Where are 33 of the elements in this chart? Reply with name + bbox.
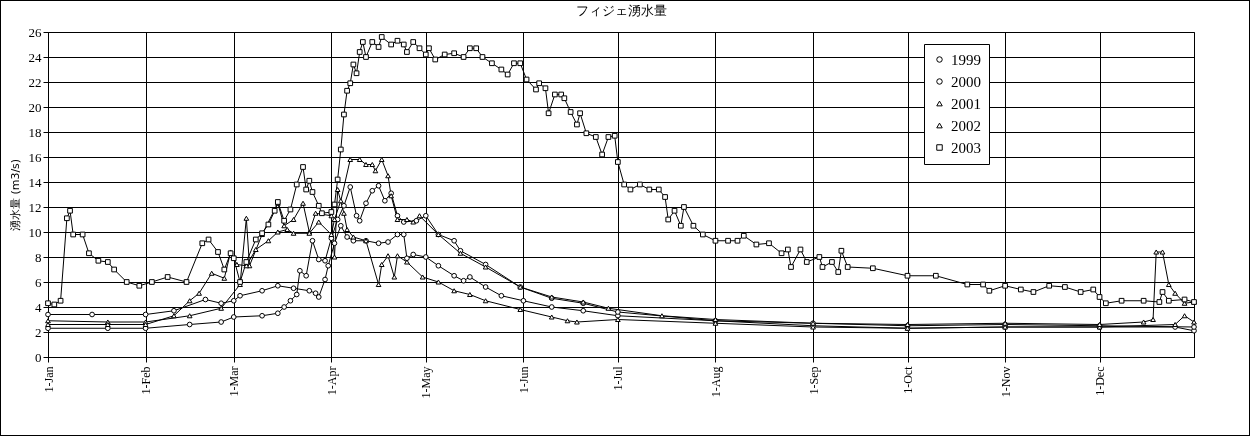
y-tick-label: 8 (35, 249, 42, 265)
x-tick-label: 1-Jun (516, 366, 531, 394)
legend-label: 1999 (951, 51, 981, 68)
y-tick-label: 20 (28, 99, 42, 115)
y-tick-label: 4 (35, 299, 42, 315)
x-tick-label: 1-May (419, 366, 434, 399)
y-tick-label: 24 (28, 49, 42, 65)
x-tick-label: 1-Nov (998, 366, 1013, 398)
x-tick-label: 1-Jan (41, 366, 56, 393)
y-tick-label: 12 (28, 199, 42, 215)
y-tick-label: 2 (35, 324, 42, 340)
x-tick-label: 1-Dec (1093, 366, 1108, 396)
y-tick-label: 14 (28, 174, 42, 190)
y-tick-label: 16 (28, 149, 42, 165)
x-tick-label: 1-Sep (806, 366, 821, 395)
y-axis-title: 湧水量 (m3/s) (8, 158, 22, 232)
y-tick-label: 0 (35, 349, 42, 365)
x-tick-label: 1-Mar (227, 366, 242, 397)
y-tick-label: 6 (35, 274, 42, 290)
y-tick-label: 26 (28, 24, 42, 40)
y-tick-label: 18 (28, 124, 42, 140)
chart-title: フィジェ湧水量 (575, 3, 667, 18)
x-tick-label: 1-Feb (139, 366, 154, 395)
y-tick-label: 10 (28, 224, 42, 240)
x-tick-label: 1-Oct (901, 365, 915, 394)
x-tick-label: 1-Aug (708, 366, 723, 398)
legend-label: 2002 (951, 117, 981, 134)
legend-label: 2000 (951, 73, 981, 90)
legend-label: 2003 (951, 139, 981, 156)
x-tick-label: 1-Jul (611, 365, 626, 391)
x-tick-label: 1-Apr (324, 366, 339, 396)
legend-label: 2001 (951, 95, 981, 112)
y-tick-label: 22 (28, 74, 42, 90)
